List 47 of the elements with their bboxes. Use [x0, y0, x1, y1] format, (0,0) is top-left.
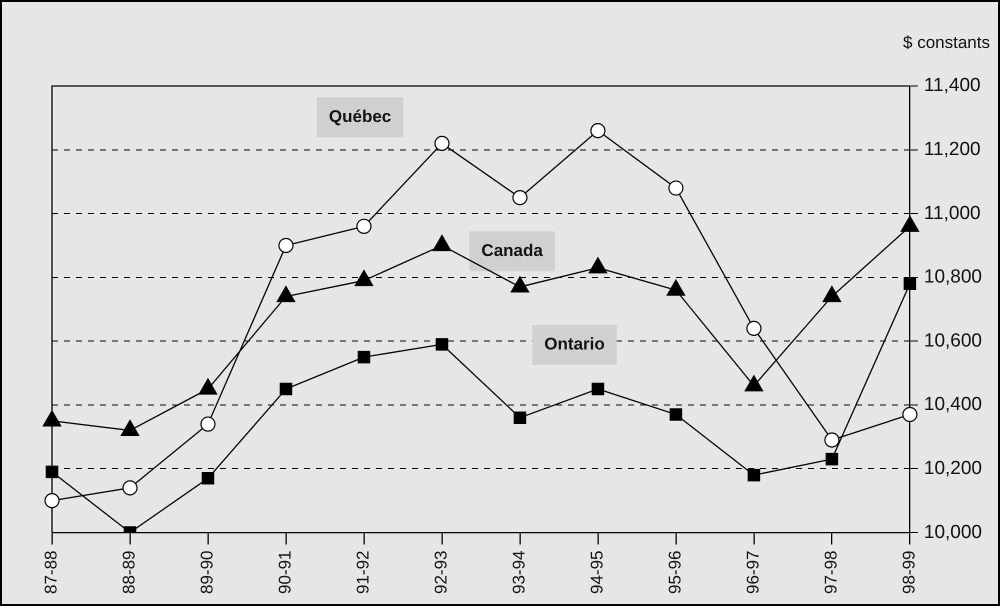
point: [746, 320, 762, 336]
x-tick-label: 97-98: [822, 550, 841, 594]
point: [824, 432, 840, 448]
point: [514, 411, 526, 424]
x-tick-label: 95-96: [666, 550, 685, 594]
series-label: Ontario: [544, 334, 605, 354]
point: [200, 416, 216, 432]
point: [46, 466, 58, 478]
point: [670, 408, 682, 421]
point: [122, 480, 138, 496]
point: [358, 350, 370, 364]
point: [44, 493, 60, 508]
point: [592, 382, 604, 396]
series-label: Canada: [481, 240, 544, 260]
x-tick-label: 96-97: [744, 550, 763, 594]
point: [668, 180, 684, 196]
point: [434, 136, 450, 152]
point: [512, 190, 528, 206]
y-tick-label: 11,200: [924, 139, 981, 160]
y-tick-label: 10,400: [924, 394, 982, 416]
y-tick-label: 10,600: [924, 330, 982, 352]
y-axis-title: $ constants: [903, 33, 990, 52]
point: [904, 277, 916, 290]
y-tick-label: 10,000: [924, 522, 982, 543]
point: [356, 218, 372, 234]
y-tick-label: 10,200: [924, 458, 982, 479]
text: Québec: [328, 106, 392, 126]
y-tick-label: 10,800: [924, 266, 982, 288]
point: [202, 472, 214, 485]
x-tick-label: 89-90: [198, 550, 217, 594]
x-tick-label: 87-88: [42, 550, 61, 594]
x-tick-label: 88-89: [120, 550, 139, 594]
point: [590, 123, 606, 138]
point: [436, 338, 448, 351]
point: [278, 238, 294, 254]
point: [902, 406, 918, 422]
x-tick-label: 91-92: [354, 550, 373, 594]
point: [826, 452, 838, 466]
point: [280, 382, 292, 396]
x-tick-label: 94-95: [588, 550, 607, 594]
y-tick-label: 11,400: [924, 75, 981, 96]
x-tick-label: 93-94: [510, 550, 529, 594]
x-tick-label: 92-93: [432, 550, 451, 594]
x-tick-label: 90-91: [276, 550, 295, 594]
y-tick-label: 11,000: [924, 202, 981, 224]
x-tick-label: 98-99: [900, 550, 919, 594]
point: [748, 468, 760, 482]
